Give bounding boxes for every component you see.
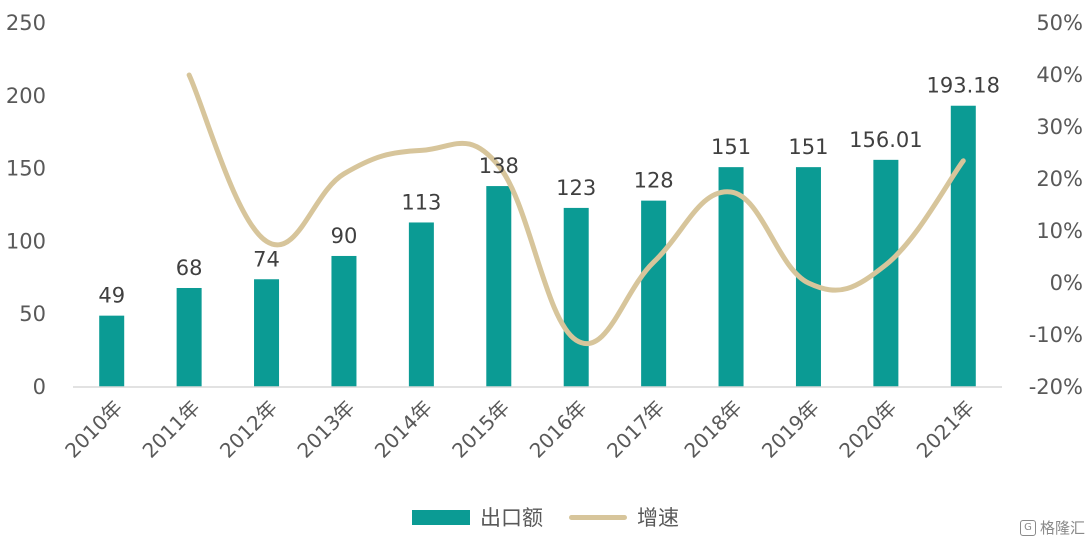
x-tick-label: 2011年 bbox=[138, 396, 205, 463]
bar-data-label: 74 bbox=[253, 247, 280, 271]
bar bbox=[99, 315, 125, 387]
x-tick-label: 2014年 bbox=[370, 396, 437, 463]
bar-data-label: 151 bbox=[788, 135, 828, 159]
bar bbox=[176, 287, 202, 387]
y-right-tick-label: 50% bbox=[1036, 11, 1083, 35]
growth-line bbox=[186, 72, 966, 346]
bars-layer bbox=[99, 105, 976, 387]
y-left-tick-label: 150 bbox=[6, 157, 46, 181]
bar-data-label: 151 bbox=[711, 135, 751, 159]
legend-item-growth: 增速 bbox=[569, 502, 679, 532]
y-left-tick-label: 50 bbox=[19, 302, 46, 326]
x-tick-label: 2016年 bbox=[525, 396, 592, 463]
bar-data-label: 68 bbox=[176, 256, 203, 280]
y-left-tick-label: 0 bbox=[33, 375, 46, 399]
y-right-tick-label: 30% bbox=[1036, 115, 1083, 139]
bar-data-label: 90 bbox=[331, 224, 358, 248]
bar bbox=[408, 222, 434, 387]
legend-bar-swatch bbox=[412, 509, 470, 525]
bar-data-label: 138 bbox=[479, 154, 519, 178]
bar bbox=[486, 186, 512, 387]
growth-line-layer bbox=[186, 72, 966, 346]
legend-label-growth: 增速 bbox=[637, 506, 679, 530]
watermark: G 格隆汇 bbox=[1019, 517, 1085, 538]
x-tick-label: 2012年 bbox=[215, 396, 282, 463]
bar-data-label: 123 bbox=[556, 176, 596, 200]
y-right-tick-label: 20% bbox=[1036, 167, 1083, 191]
legend-line-swatch bbox=[569, 514, 627, 520]
bar bbox=[331, 255, 357, 387]
axis-layer: 0 50 100 150 200 250 -20% -10% 0% 10% 20% 30% 40% 50%… bbox=[6, 11, 1083, 463]
legend-item-export: 出口额 bbox=[412, 502, 543, 532]
bar bbox=[950, 105, 976, 387]
bar bbox=[641, 200, 667, 387]
bar-data-label: 128 bbox=[634, 169, 674, 193]
legend: 出口额 增速 bbox=[0, 500, 1091, 534]
y-right-tick-label: 10% bbox=[1036, 219, 1083, 243]
chart: 0 50 100 150 200 250 -20% -10% 0% 10% 20% 30% 40% 50%… bbox=[6, 11, 1083, 463]
legend-label-export: 出口额 bbox=[480, 506, 543, 530]
x-tick-label: 2019年 bbox=[757, 396, 824, 463]
x-tick-label: 2017年 bbox=[602, 396, 669, 463]
bar bbox=[254, 279, 280, 387]
y-left-tick-label: 200 bbox=[6, 84, 46, 108]
y-right-tick-label: -20% bbox=[1029, 375, 1083, 399]
watermark-logo-icon: G bbox=[1019, 519, 1036, 536]
x-tick-label: 2013年 bbox=[292, 396, 359, 463]
bar-data-label: 113 bbox=[401, 190, 441, 214]
x-tick-label: 2010年 bbox=[60, 396, 127, 463]
bar bbox=[563, 207, 589, 387]
bar-data-label: 193.18 bbox=[927, 74, 1000, 98]
data-labels-layer: 49 68 74 90 113 138 123 128 151 151 156.01 193.18 bbox=[98, 74, 1000, 308]
watermark-text: 格隆汇 bbox=[1039, 519, 1085, 537]
y-right-tick-label: 0% bbox=[1050, 271, 1083, 295]
y-right-tick-label: -10% bbox=[1029, 323, 1083, 347]
y-right-tick-label: 40% bbox=[1036, 63, 1083, 87]
bar-data-label: 156.01 bbox=[849, 128, 922, 152]
x-tick-label: 2021年 bbox=[912, 396, 979, 463]
x-tick-label: 2015年 bbox=[447, 396, 514, 463]
bar-data-label: 49 bbox=[98, 284, 125, 308]
x-tick-label: 2020年 bbox=[834, 396, 901, 463]
y-left-tick-label: 100 bbox=[6, 229, 46, 253]
y-left-tick-label: 250 bbox=[6, 11, 46, 35]
x-tick-label: 2018年 bbox=[679, 396, 746, 463]
bar bbox=[718, 167, 744, 387]
